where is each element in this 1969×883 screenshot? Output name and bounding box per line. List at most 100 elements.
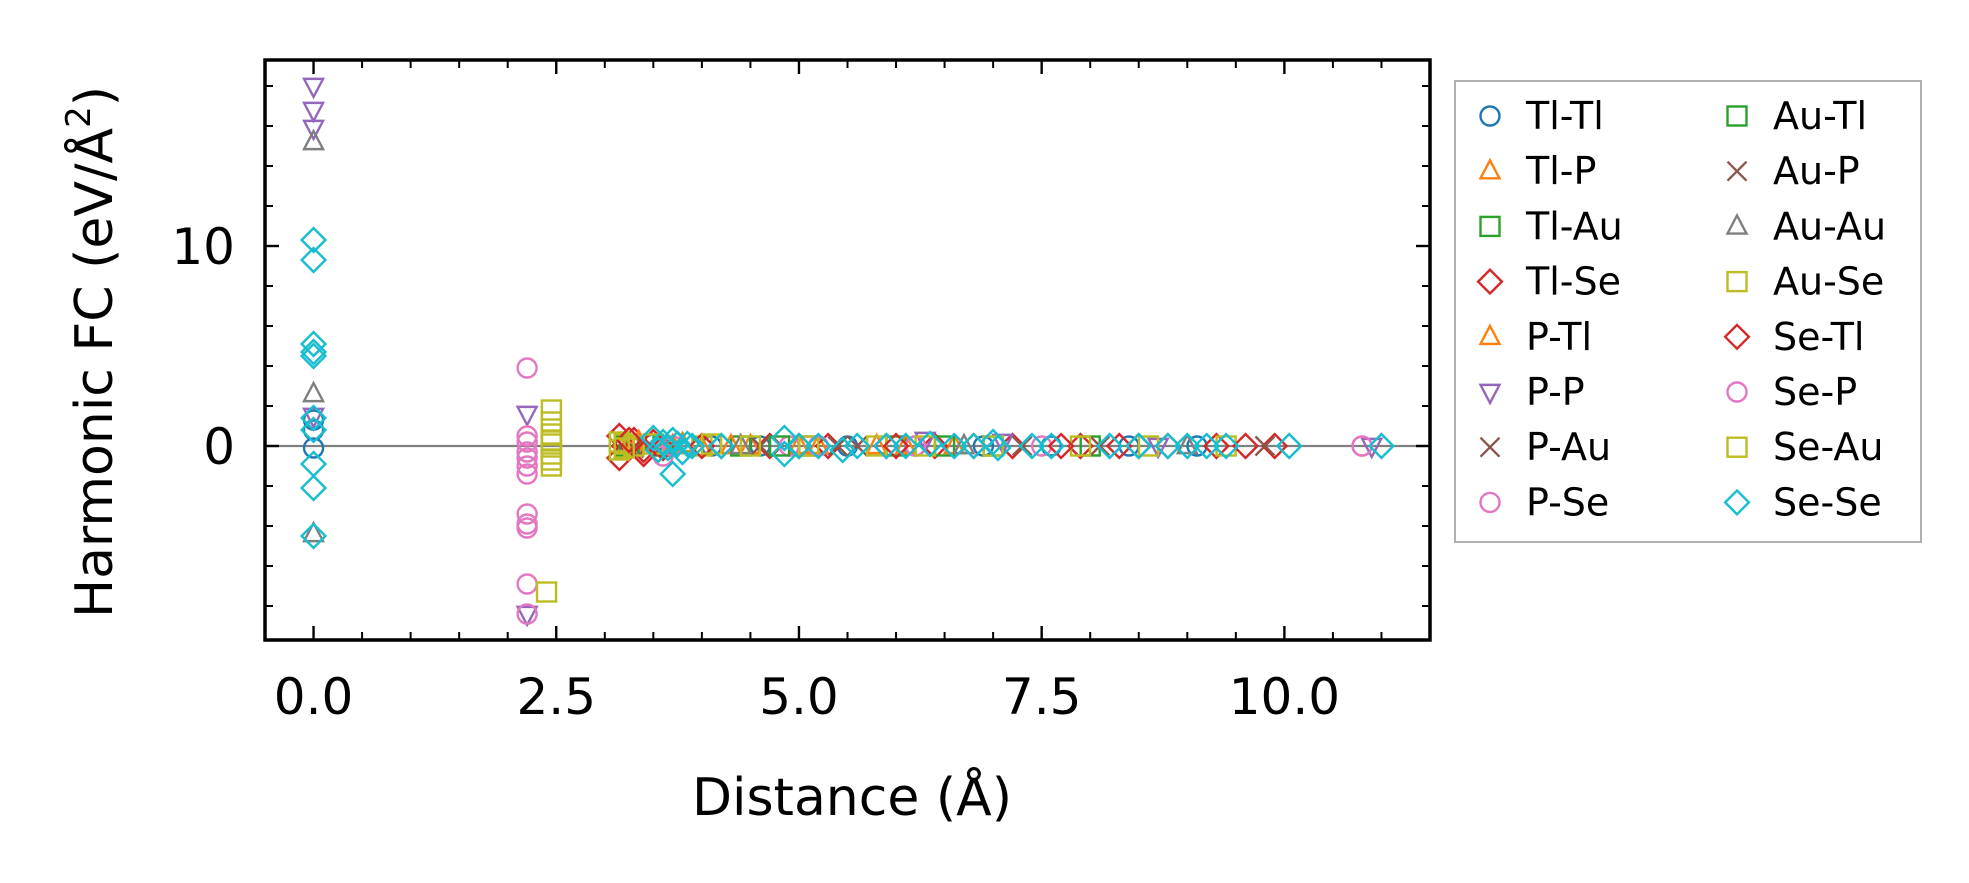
legend-marker: [1726, 160, 1748, 182]
data-point-se-se: [872, 432, 900, 460]
data-point-se-se: [678, 432, 706, 460]
legend-item-tl-au: Tl-Au: [1479, 204, 1623, 248]
data-point-se-tl: [615, 426, 643, 454]
x-tick-label: 7.5: [1002, 668, 1082, 726]
data-point-se-tl: [1047, 432, 1075, 460]
data-point-au-au: [302, 520, 326, 543]
data-point-se-se: [892, 432, 920, 460]
legend-item-se-se: Se-Se: [1723, 480, 1882, 524]
legend-item-au-se: Au-Se: [1726, 260, 1884, 304]
y-tick-label: 10: [171, 218, 235, 276]
data-point-se-se: [299, 416, 328, 444]
data-point-p-au: [1254, 435, 1276, 457]
data-point-p-se: [516, 357, 538, 379]
data-point-se-au: [540, 449, 563, 471]
data-point-se-se: [829, 436, 857, 464]
legend-label: Tl-P: [1525, 149, 1596, 193]
data-point-au-se: [797, 435, 820, 457]
data-point-p-tl: [894, 432, 918, 455]
legend-marker: [1479, 491, 1501, 514]
legend-item-tl-se: Tl-Se: [1476, 260, 1621, 304]
data-point-p-se: [516, 455, 538, 477]
data-point-se-se: [1037, 432, 1065, 460]
data-point-tl-tl: [302, 437, 325, 459]
legend-label: P-P: [1526, 370, 1585, 414]
legend-item-se-tl: Se-Tl: [1723, 315, 1865, 359]
data-point-au-se: [1215, 435, 1237, 457]
data-point-se-se: [916, 430, 944, 458]
data-point-se-se: [1275, 432, 1303, 460]
data-point-se-se: [1018, 432, 1046, 460]
data-point-se-se: [770, 424, 798, 452]
legend-item-p-au: P-Au: [1479, 425, 1611, 469]
legend-marker: [1478, 323, 1502, 346]
data-point-se-p: [516, 425, 538, 447]
data-point-p-se: [516, 441, 538, 463]
data-point-au-au: [302, 128, 326, 151]
legend-label: Se-P: [1773, 370, 1857, 414]
x-tick-label: 5.0: [759, 668, 839, 726]
data-point-se-se: [1125, 432, 1153, 460]
legend-item-se-au: Se-Au: [1726, 425, 1883, 469]
data-point-p-p: [515, 405, 539, 428]
data-point-se-se: [668, 438, 697, 466]
data-point-tl-se: [649, 434, 677, 462]
data-point-p-p: [302, 119, 326, 142]
data-point-tl-se: [1202, 432, 1230, 460]
data-point-p-p: [302, 407, 326, 430]
y-tick-label: 0: [203, 418, 235, 476]
legend-item-au-p: Au-P: [1726, 149, 1860, 193]
legend-label: Se-Tl: [1773, 315, 1865, 359]
data-point-se-se: [1193, 432, 1221, 460]
data-point-se-se: [804, 432, 832, 460]
data-point-se-se: [299, 226, 328, 254]
data-point-p-au: [1011, 435, 1033, 457]
data-point-p-se: [516, 517, 538, 539]
legend-marker: [1726, 105, 1748, 127]
plot-area: [265, 60, 1430, 640]
data-markers: [299, 77, 1396, 628]
data-point-au-p: [1089, 435, 1111, 457]
legend-marker: [1476, 268, 1504, 296]
legend-marker: [1726, 270, 1748, 293]
data-point-se-p: [1351, 435, 1373, 457]
legend-label: Tl-Au: [1525, 204, 1623, 248]
data-point-se-p: [516, 447, 538, 469]
data-point-tl-se: [814, 432, 842, 460]
legend-item-tl-p: Tl-P: [1478, 149, 1596, 193]
data-point-tl-se: [921, 432, 949, 460]
legend-label: Au-Au: [1773, 204, 1886, 248]
legend-marker: [1726, 381, 1748, 403]
data-point-se-se: [673, 430, 701, 458]
x-tick-label: 0.0: [274, 668, 354, 726]
legend: Tl-Tl Tl-P Tl-Au Tl-Se P-Tl P-P P-Au P-Se Au-Tl A…: [1454, 80, 1922, 543]
legend-frame: [1454, 80, 1922, 543]
data-point-p-se: [1030, 435, 1053, 457]
data-point-p-se: [516, 431, 538, 453]
data-point-se-se: [299, 474, 328, 502]
data-point-p-p: [302, 101, 326, 124]
axes: 0.0 2.5 5.0 7.5 10.0 0 10: [171, 58, 1432, 726]
legend-label: Se-Se: [1773, 480, 1882, 524]
legend-item-au-au: Au-Au: [1725, 204, 1886, 248]
data-point-se-se: [299, 246, 328, 274]
data-point-se-tl: [1231, 432, 1260, 460]
data-point-se-se: [299, 404, 328, 432]
data-point-se-au: [1137, 435, 1160, 457]
data-point-se-se: [299, 338, 328, 366]
data-point-p-se: [516, 503, 538, 525]
data-point-au-se: [739, 435, 762, 457]
data-point-se-se: [659, 460, 687, 488]
legend-marker: [1723, 488, 1751, 516]
y-axis-label-superscript: 2: [59, 106, 99, 128]
legend-label: Au-Se: [1773, 260, 1884, 304]
legend-marker: [1479, 436, 1501, 458]
data-point-se-se: [299, 522, 328, 550]
legend-marker: [1479, 105, 1501, 127]
data-point-se-tl: [688, 432, 716, 460]
data-point-se-se: [1367, 432, 1396, 460]
data-point-se-p: [807, 435, 830, 457]
data-point-au-se: [540, 399, 563, 421]
y-axis-label-main: Harmonic FC (eV/Å: [63, 127, 125, 618]
data-point-se-se: [1096, 432, 1124, 460]
